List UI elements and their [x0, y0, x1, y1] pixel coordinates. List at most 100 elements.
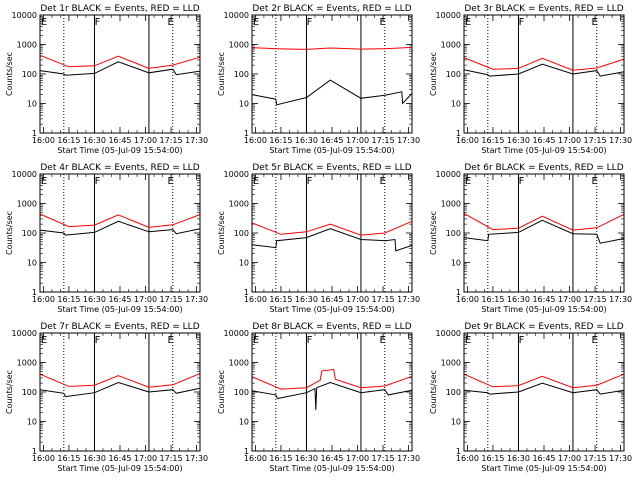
x-tick-label: 17:00 [558, 295, 581, 304]
flag-label: E [591, 17, 597, 28]
flag-label: E [253, 176, 259, 187]
flag-label: F [519, 176, 525, 187]
x-tick-label: 17:30 [185, 454, 208, 463]
x-axis-label: Start Time (05-Jul-09 15:54:00) [481, 305, 606, 314]
y-axis-label: Counts/sec [429, 52, 438, 96]
y-tick-label: 1 [244, 288, 249, 297]
events-series-line [251, 228, 413, 252]
flag-label: E [41, 176, 47, 187]
flag-label: E [167, 335, 173, 346]
x-tick-label: 16:15 [269, 136, 292, 145]
x-axis-label: Start Time (05-Jul-09 15:54:00) [481, 146, 606, 155]
y-tick-label: 10 [239, 100, 249, 109]
y-tick-label: 100 [446, 229, 461, 238]
x-tick-label: 17:00 [134, 454, 157, 463]
x-tick-label: 16:00 [456, 136, 479, 145]
y-tick-label: 10 [239, 259, 249, 268]
lld-series-line [39, 54, 201, 69]
y-tick-label: 1000 [441, 359, 461, 368]
y-tick-label: 1 [32, 129, 37, 138]
events-series-line [463, 219, 625, 244]
events-series-line [463, 382, 625, 395]
x-tick-label: 16:30 [83, 136, 106, 145]
flag-label: E [465, 335, 471, 346]
x-tick-label: 16:15 [57, 454, 80, 463]
x-tick-label: 16:30 [83, 295, 106, 304]
x-tick-label: 16:00 [456, 454, 479, 463]
panel-frame [463, 173, 625, 293]
y-tick-label: 10 [451, 100, 461, 109]
x-tick-label: 16:45 [320, 454, 343, 463]
x-tick-label: 17:30 [185, 136, 208, 145]
y-tick-label: 1000 [229, 359, 249, 368]
y-tick-label: 10 [451, 259, 461, 268]
x-axis-label: Start Time (05-Jul-09 15:54:00) [57, 464, 182, 473]
flag-label: E [41, 335, 47, 346]
x-tick-label: 17:30 [397, 295, 420, 304]
x-tick-label: 17:30 [609, 295, 632, 304]
x-tick-label: 17:00 [558, 454, 581, 463]
flag-label: F [95, 17, 101, 28]
lld-series-line [251, 46, 413, 50]
x-axis-label: Start Time (05-Jul-09 15:54:00) [269, 146, 394, 155]
x-tick-label: 16:45 [108, 136, 131, 145]
x-tick-label: 16:00 [244, 136, 267, 145]
x-tick-label: 17:00 [558, 136, 581, 145]
y-tick-label: 10 [27, 259, 37, 268]
y-tick-label: 10000 [436, 11, 461, 20]
y-tick-label: 1000 [17, 200, 37, 209]
x-tick-label: 17:30 [609, 136, 632, 145]
x-tick-label: 16:45 [532, 295, 555, 304]
y-tick-label: 1000 [17, 41, 37, 50]
x-tick-label: 16:00 [32, 454, 55, 463]
x-tick-label: 16:30 [295, 454, 318, 463]
x-tick-label: 17:00 [134, 295, 157, 304]
x-tick-label: 16:30 [295, 295, 318, 304]
y-tick-label: 10000 [436, 329, 461, 338]
x-tick-label: 16:30 [507, 136, 530, 145]
x-tick-label: 16:15 [481, 454, 504, 463]
panel-title: Det 7r BLACK = Events, RED = LLD [40, 322, 199, 332]
y-tick-label: 10 [27, 100, 37, 109]
events-series-line [463, 63, 625, 77]
events-series-line [251, 381, 413, 410]
y-axis-label: Counts/sec [429, 211, 438, 255]
lld-series-line [463, 212, 625, 231]
x-tick-label: 16:45 [108, 295, 131, 304]
panel-title: Det 8r BLACK = Events, RED = LLD [252, 322, 411, 332]
flag-label: E [379, 176, 385, 187]
x-axis-label: Start Time (05-Jul-09 15:54:00) [269, 305, 394, 314]
lld-series-line [463, 57, 625, 71]
lld-series-line [39, 213, 201, 228]
panel-title: Det 1r BLACK = Events, RED = LLD [40, 4, 199, 14]
x-axis-label: Start Time (05-Jul-09 15:54:00) [269, 464, 394, 473]
x-tick-label: 16:15 [481, 136, 504, 145]
lld-series-line [39, 373, 201, 388]
y-tick-label: 100 [234, 229, 249, 238]
x-tick-label: 17:00 [346, 295, 369, 304]
x-tick-label: 16:45 [108, 454, 131, 463]
flag-label: E [591, 335, 597, 346]
lld-series-line [251, 368, 413, 390]
flag-label: F [307, 335, 313, 346]
y-tick-label: 10000 [12, 11, 37, 20]
x-tick-label: 16:15 [269, 295, 292, 304]
panel-frame [463, 14, 625, 134]
y-tick-label: 100 [22, 229, 37, 238]
y-tick-label: 1 [456, 288, 461, 297]
y-tick-label: 10 [239, 418, 249, 427]
x-tick-label: 17:30 [397, 454, 420, 463]
y-tick-label: 1 [32, 447, 37, 456]
x-tick-label: 16:45 [320, 295, 343, 304]
x-tick-label: 16:45 [532, 136, 555, 145]
x-tick-label: 16:45 [320, 136, 343, 145]
x-tick-label: 17:15 [584, 136, 607, 145]
x-tick-label: 17:15 [160, 454, 183, 463]
events-series-line [39, 381, 201, 398]
x-tick-label: 16:30 [507, 454, 530, 463]
y-tick-label: 1 [456, 129, 461, 138]
panel-frame [39, 332, 201, 452]
flag-label: E [253, 17, 259, 28]
x-tick-label: 17:30 [397, 136, 420, 145]
x-axis-label: Start Time (05-Jul-09 15:54:00) [481, 464, 606, 473]
